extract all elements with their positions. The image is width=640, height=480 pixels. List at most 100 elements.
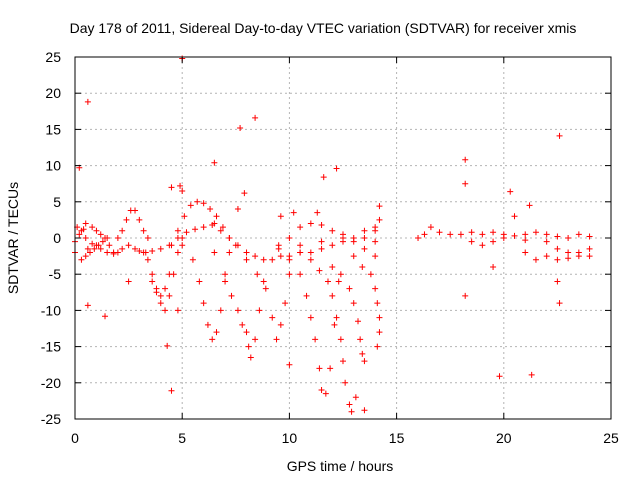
data-point [226,235,233,241]
data-point [543,253,550,260]
data-point [436,229,443,236]
data-point [297,249,304,256]
data-point [374,300,381,307]
data-point [222,271,229,278]
data-point [318,238,325,245]
data-point [554,245,561,252]
data-point [586,253,593,260]
data-point [125,278,132,285]
data-point [87,249,94,256]
data-point [162,307,169,314]
data-point [316,365,323,372]
data-point [194,198,201,205]
data-point [490,263,497,270]
data-point [318,221,325,228]
data-point [554,233,561,240]
data-point [78,227,85,234]
y-tick-label: 10 [45,158,61,174]
data-point [447,231,454,238]
data-point [200,224,207,231]
data-point [286,361,293,368]
data-point [82,253,89,260]
data-point [479,242,486,249]
y-tick-label: 25 [45,49,61,65]
data-point [157,245,164,252]
data-point [312,336,319,343]
data-point [335,278,342,285]
y-tick-label: -20 [41,375,61,391]
data-point [554,278,561,285]
data-point [119,227,126,234]
data-point [575,231,582,238]
data-point [532,256,539,263]
data-point [254,271,261,278]
data-point [219,224,226,231]
data-point [164,342,171,349]
data-point [99,238,106,245]
data-point [166,292,173,299]
data-points [72,55,593,415]
data-point [340,358,346,365]
data-point [543,238,550,245]
data-point [252,114,259,121]
data-point [84,302,91,309]
data-point [361,358,368,365]
data-point [89,240,96,247]
data-point [329,292,336,299]
data-point [181,213,188,220]
data-point [97,245,104,252]
data-point [522,237,529,244]
data-point [307,220,314,227]
data-point [168,387,175,394]
data-point [177,182,184,189]
data-point [361,227,368,234]
data-point [157,300,164,307]
data-point [207,206,214,213]
data-point [125,242,132,249]
data-point [282,300,289,307]
data-point [372,285,379,292]
data-point [213,213,220,220]
data-point [367,271,374,278]
data-point [269,256,276,263]
data-point [95,242,102,249]
data-point [490,229,497,236]
data-point [297,224,304,231]
data-point [357,336,364,343]
data-point [104,235,111,241]
data-point [468,238,475,245]
data-point [110,249,117,256]
data-point [496,373,503,380]
data-point [359,350,366,357]
y-tick-label: 0 [53,230,61,246]
axis-ticks [74,56,612,420]
data-point [149,248,156,255]
data-point [217,227,224,234]
data-point [565,249,572,256]
data-point [104,249,111,256]
data-point [565,235,572,241]
data-point [468,229,475,236]
data-point [320,174,327,181]
data-point [179,187,186,194]
data-point [187,202,194,209]
data-point [168,242,175,249]
data-point [262,285,269,292]
data-point [333,314,340,321]
data-point [243,256,250,263]
data-point [361,245,368,252]
x-tick-label: 10 [282,430,298,446]
data-point [179,242,186,249]
x-tick-label: 0 [71,430,79,446]
data-point [228,292,235,299]
data-point [211,159,218,166]
data-point [348,408,355,415]
data-point [140,227,147,234]
data-point [307,256,314,263]
data-point [234,206,241,213]
data-point [372,253,379,260]
data-point [314,209,321,216]
data-point [522,231,529,238]
